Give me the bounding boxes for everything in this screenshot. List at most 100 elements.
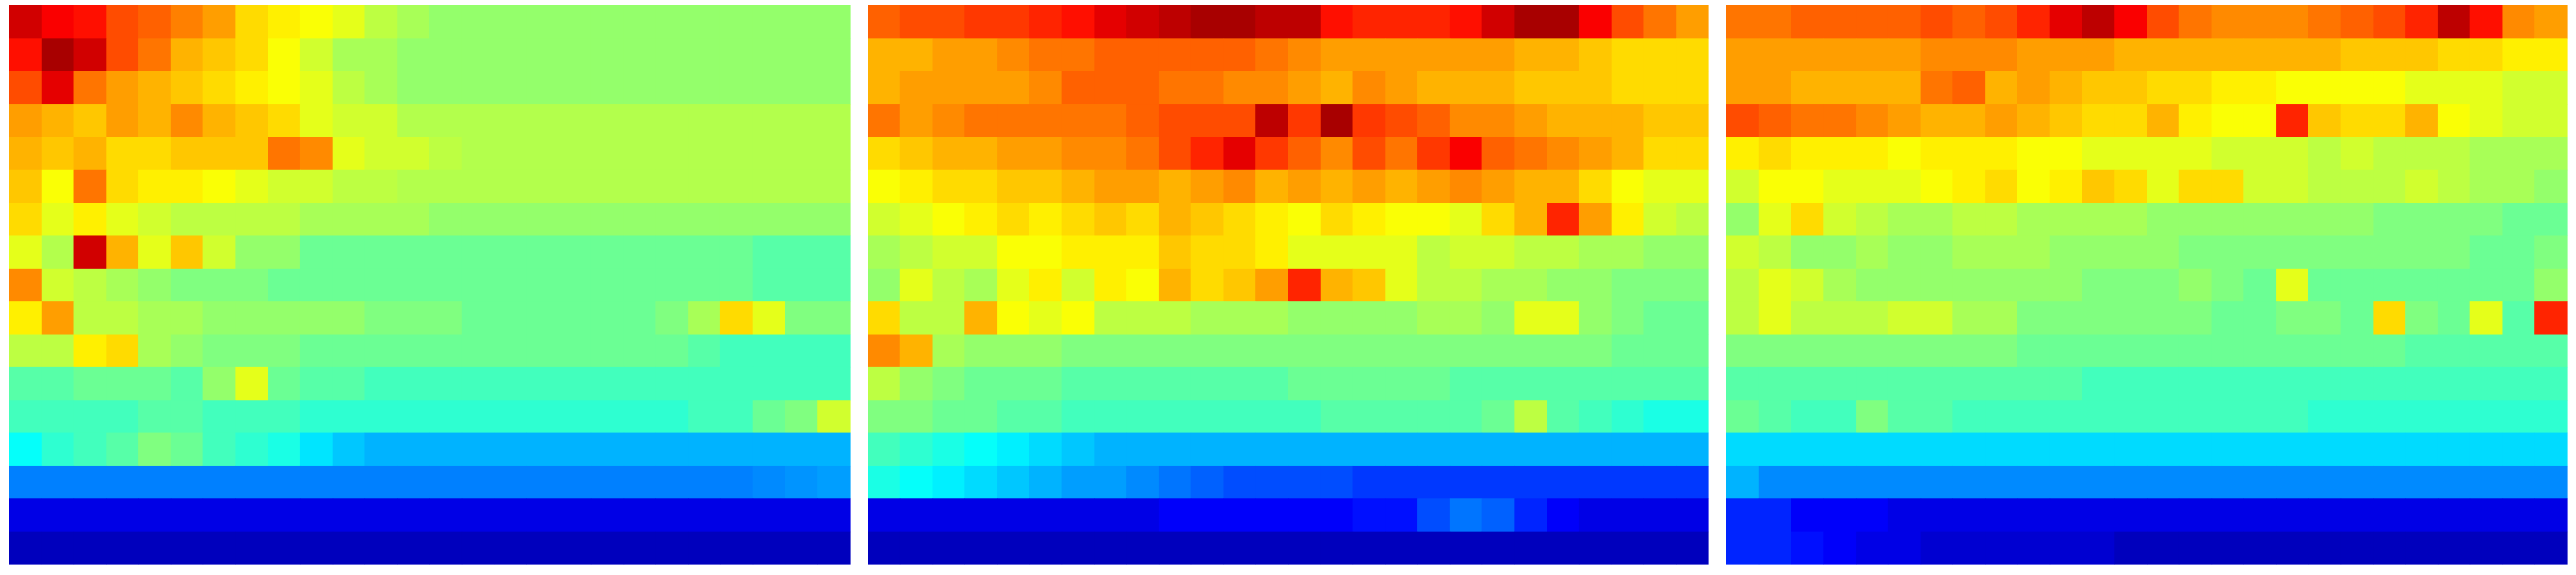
heatmap-cell [2373, 71, 2406, 105]
heatmap-cell [2437, 235, 2471, 269]
heatmap-cell [106, 531, 139, 565]
heatmap-cell [2502, 498, 2535, 533]
heatmap-cell [1449, 38, 1483, 72]
heatmap-cell [2147, 235, 2180, 269]
heatmap-cell [1676, 366, 1709, 401]
heatmap-cell [1288, 465, 1321, 499]
heatmap-cell [2469, 268, 2504, 302]
heatmap-cell [9, 104, 42, 138]
heatmap-cell [1029, 498, 1063, 533]
heatmap-cell [1449, 268, 1483, 302]
heatmap-cell [1126, 465, 1160, 499]
heatmap-cell [461, 71, 495, 105]
heatmap-cell [932, 38, 965, 72]
heatmap-cell [1643, 38, 1677, 72]
heatmap-cell [2114, 5, 2148, 39]
heatmap-cell [1385, 531, 1418, 565]
heatmap-cell [429, 235, 463, 269]
heatmap-cell [1643, 432, 1677, 467]
heatmap-cell [997, 498, 1030, 533]
heatmap-cell [964, 5, 998, 39]
heatmap-cell [1288, 531, 1321, 565]
heatmap-cell [2373, 104, 2406, 138]
heatmap-cell [9, 432, 42, 467]
heatmap-cell [1029, 400, 1063, 434]
heatmap-cell [1385, 38, 1418, 72]
heatmap-cell [2114, 531, 2148, 565]
heatmap-cell [1856, 465, 1889, 499]
heatmap-cell [1887, 498, 1922, 533]
heatmap-cell [1952, 38, 1986, 72]
heatmap-cell [1514, 498, 1547, 533]
heatmap-cell [2082, 203, 2115, 237]
heatmap-cell [964, 400, 998, 434]
heatmap-cell [2534, 498, 2568, 533]
heatmap-cell [1481, 71, 1515, 105]
heatmap-cell [2147, 104, 2180, 138]
heatmap-cell [299, 366, 334, 401]
heatmap-cell [1288, 38, 1321, 72]
heatmap-cell [559, 169, 592, 203]
heatmap-cell [868, 71, 901, 105]
heatmap-cell [2243, 5, 2277, 39]
heatmap-cell [2373, 137, 2406, 171]
heatmap-cell [1611, 498, 1645, 533]
heatmap-cell [785, 301, 818, 335]
heatmap-cell [364, 334, 398, 368]
heatmap-cell [2049, 203, 2083, 237]
heatmap-cell [1385, 400, 1418, 434]
heatmap-cell [364, 301, 398, 335]
heatmap-cell [364, 38, 398, 72]
heatmap-cell [1288, 5, 1321, 39]
heatmap-cell [299, 498, 334, 533]
heatmap-cell [461, 465, 495, 499]
heatmap-cell [1255, 432, 1289, 467]
heatmap-cell [964, 235, 998, 269]
heatmap-cell [1952, 400, 1986, 434]
heatmap-cell [2373, 334, 2406, 368]
heatmap-cell [1514, 235, 1547, 269]
heatmap-cell [1791, 301, 1824, 335]
heatmap-cell [1643, 5, 1677, 39]
heatmap-cell [2469, 235, 2504, 269]
heatmap-cell [1856, 5, 1889, 39]
heatmap-cell [1320, 301, 1354, 335]
heatmap-cell [170, 334, 204, 368]
heatmap-cell [1417, 203, 1451, 237]
heatmap-cell [1255, 366, 1289, 401]
heatmap-cell [655, 465, 689, 499]
heatmap-cell [202, 400, 236, 434]
heatmap-cell [9, 334, 42, 368]
heatmap-cell [235, 38, 268, 72]
heatmap-cell [202, 301, 236, 335]
heatmap-cell [1514, 169, 1547, 203]
heatmap-cell [752, 400, 786, 434]
heatmap-cell [2114, 334, 2148, 368]
heatmap-cell [2276, 38, 2309, 72]
heatmap-cell [1061, 71, 1095, 105]
heatmap-cell [2017, 169, 2051, 203]
heatmap-cell [899, 400, 934, 434]
heatmap-cell [655, 38, 689, 72]
heatmap-cell [1417, 366, 1451, 401]
heatmap-cell [73, 235, 107, 269]
heatmap-cell [2308, 432, 2342, 467]
heatmap-cell [1029, 5, 1063, 39]
heatmap-cell [2147, 498, 2180, 533]
heatmap-cell [1061, 465, 1095, 499]
heatmap-cell [1547, 432, 1580, 467]
heatmap-cell [2147, 268, 2180, 302]
heatmap-cell [1726, 366, 1760, 401]
heatmap-cell [268, 71, 301, 105]
heatmap-cell [2340, 366, 2374, 401]
heatmap-cell [429, 137, 463, 171]
heatmap-cell [932, 169, 965, 203]
heatmap-cell [1481, 400, 1515, 434]
heatmap-cell [688, 5, 721, 39]
heatmap-cell [1726, 268, 1760, 302]
heatmap-cell [1320, 400, 1354, 434]
heatmap-cell [868, 104, 901, 138]
heatmap-cell [559, 268, 592, 302]
heatmap-cell [526, 104, 559, 138]
heatmap-cell [1985, 465, 2018, 499]
